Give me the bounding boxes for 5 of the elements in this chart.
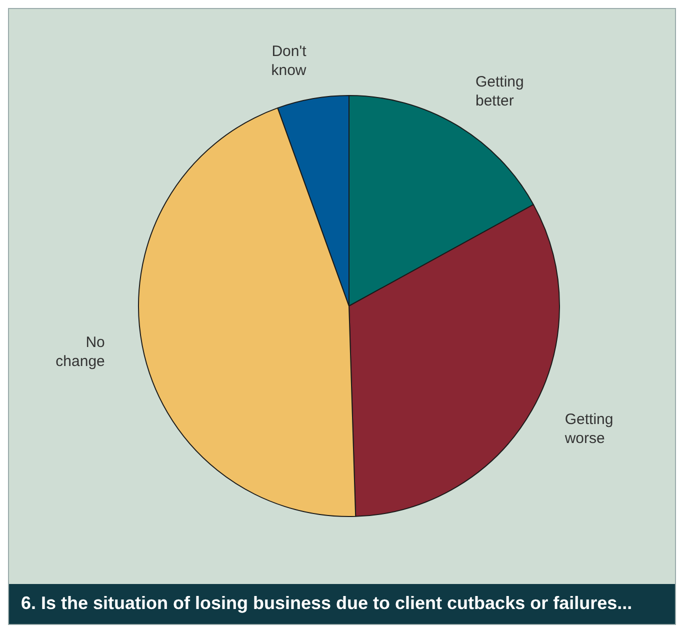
slice-label: No change (56, 334, 105, 370)
slice-label: Getting worse (564, 410, 614, 447)
text: 6. Is the situation of losing business due to client cutbacks or failures... (9, 584, 675, 624)
slice-label: Don't know (271, 42, 308, 79)
slice-label: Getting better (475, 74, 524, 110)
